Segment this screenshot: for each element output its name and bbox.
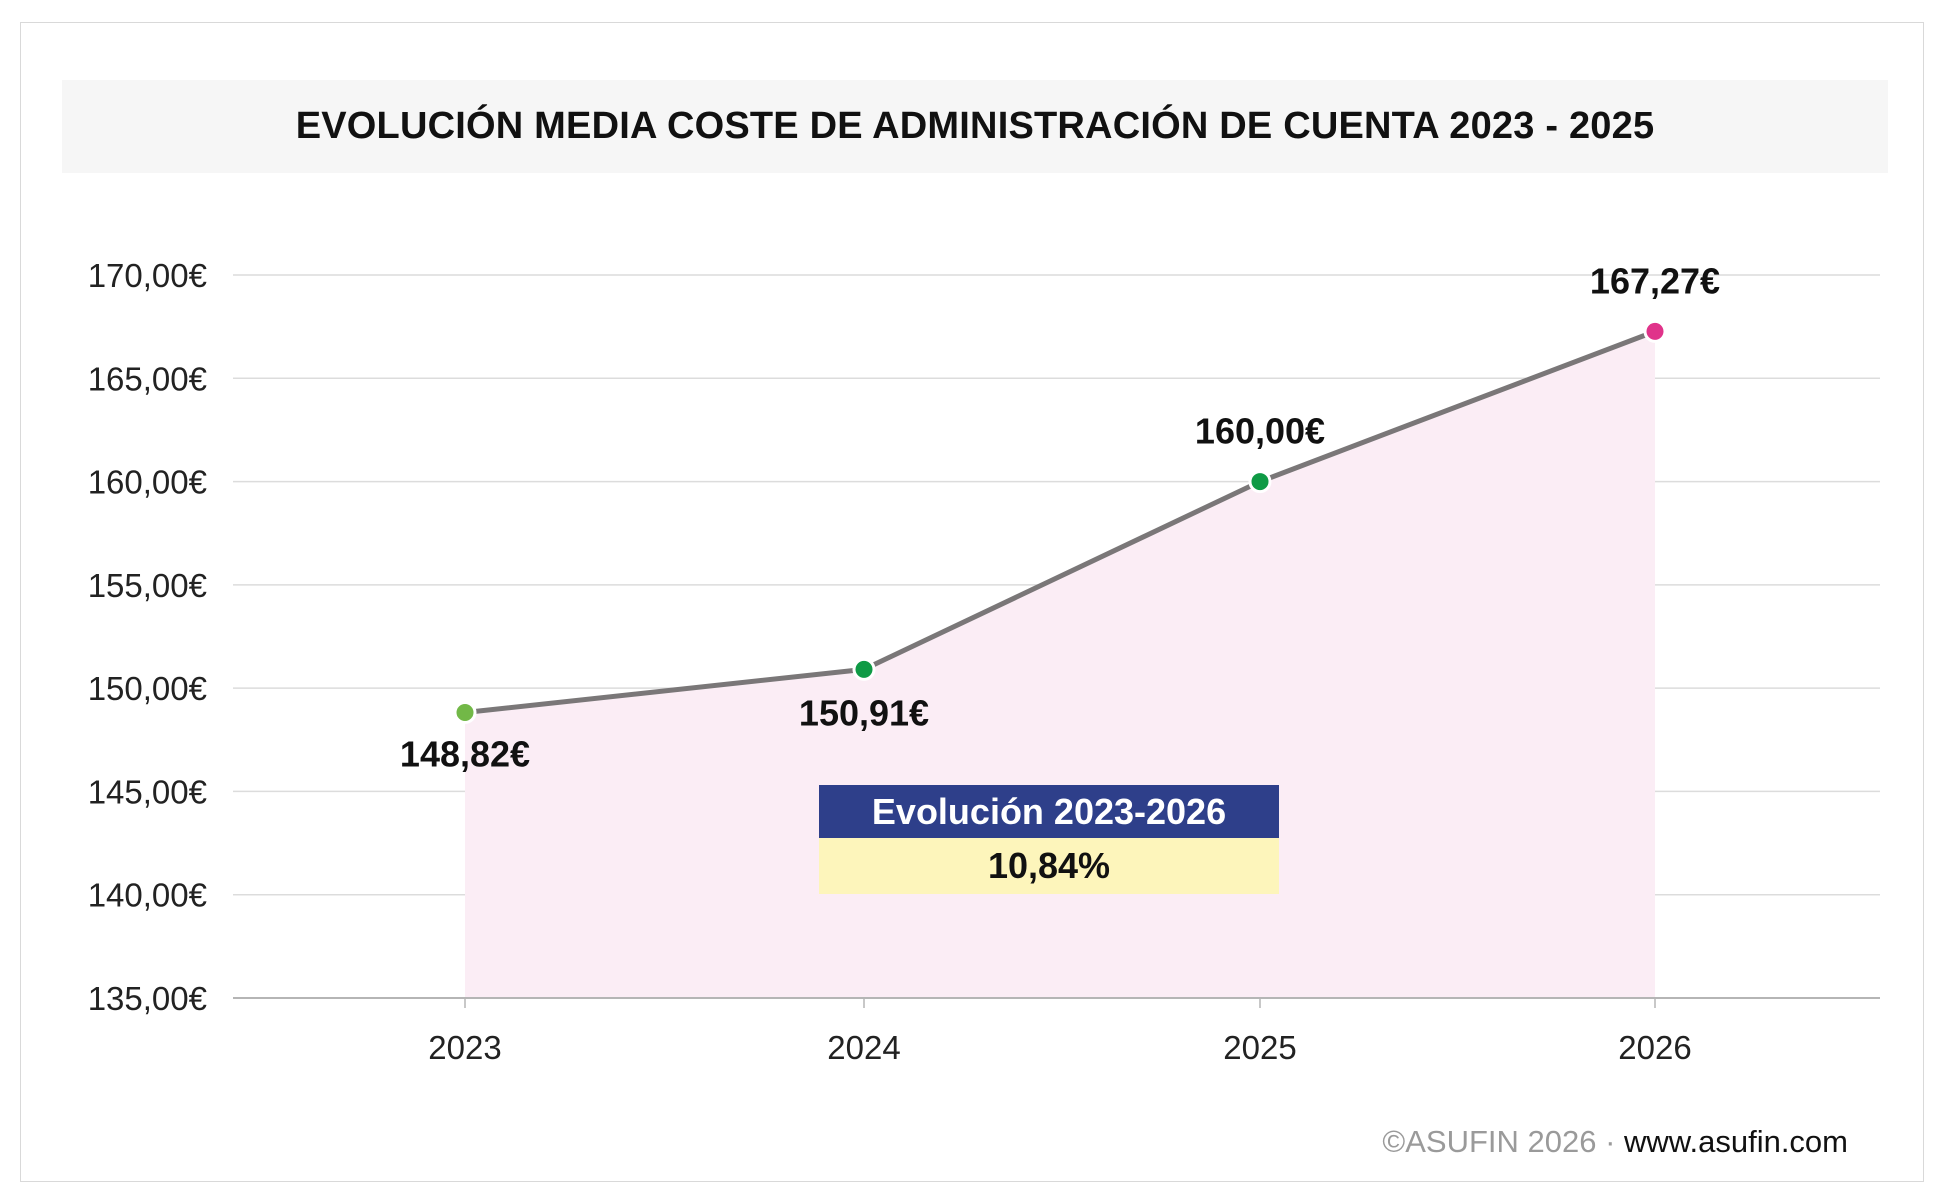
- data-point: [1248, 470, 1272, 494]
- y-tick-label: 160,00€: [88, 464, 207, 501]
- data-label: 150,91€: [799, 692, 929, 733]
- evolution-box: Evolución 2023-2026 10,84%: [819, 785, 1279, 894]
- series-line-path: [462, 328, 1658, 716]
- y-tick-label: 145,00€: [88, 773, 207, 810]
- footer: ©ASUFIN 2026 · www.asufin.com: [1382, 1124, 1848, 1160]
- area-fill: [465, 331, 1655, 998]
- data-point: [1643, 319, 1667, 343]
- series-line: [462, 328, 1658, 716]
- footer-website[interactable]: www.asufin.com: [1624, 1124, 1848, 1159]
- chart-title: EVOLUCIÓN MEDIA COSTE DE ADMINISTRACIÓN …: [295, 105, 1655, 147]
- data-label: 148,82€: [400, 734, 530, 775]
- data-point: [453, 701, 477, 725]
- y-tick-label: 170,00€: [88, 257, 207, 294]
- y-tick-label: 135,00€: [88, 980, 207, 1017]
- evolution-box-header: [819, 785, 1279, 838]
- evolution-box-value-bg: [819, 838, 1279, 894]
- data-labels: 148,82€ 150,91€ 160,00€ 167,27€: [400, 260, 1720, 774]
- data-label: 160,00€: [1195, 411, 1325, 452]
- y-axis-ticks: 135,00€ 140,00€ 145,00€ 150,00€ 155,00€ 160,0…: [88, 257, 207, 1017]
- y-tick-label: 140,00€: [88, 877, 207, 914]
- x-axis-ticks: 2023 2024 2025 2026: [428, 998, 1692, 1066]
- area-under-line: [465, 331, 1655, 998]
- footer-copyright: ©ASUFIN 2026 ·: [1382, 1124, 1625, 1159]
- data-point: [852, 657, 876, 681]
- x-tick-label: 2026: [1618, 1029, 1691, 1066]
- y-tick-label: 150,00€: [88, 670, 207, 707]
- data-points: [453, 319, 1667, 725]
- data-label: 167,27€: [1590, 260, 1720, 301]
- evolution-box-label: Evolución 2023-2026: [872, 791, 1226, 832]
- x-tick-label: 2023: [428, 1029, 501, 1066]
- title-bar: EVOLUCIÓN MEDIA COSTE DE ADMINISTRACIÓN …: [62, 80, 1888, 173]
- x-tick-label: 2025: [1223, 1029, 1296, 1066]
- evolution-box-value: 10,84%: [988, 845, 1110, 886]
- x-tick-label: 2024: [827, 1029, 900, 1066]
- y-tick-label: 155,00€: [88, 567, 207, 604]
- y-tick-label: 165,00€: [88, 360, 207, 397]
